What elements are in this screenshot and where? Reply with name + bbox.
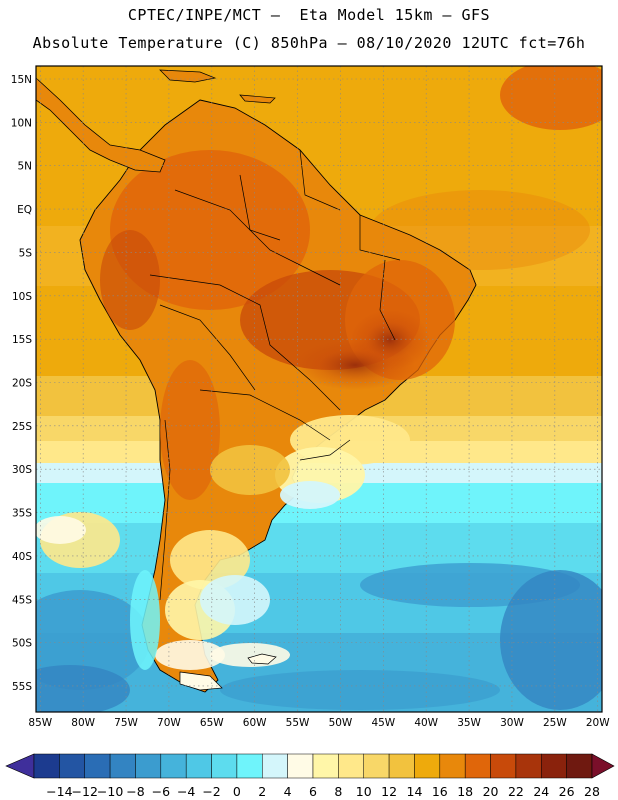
colorbar-label: 10 <box>356 784 372 799</box>
colorbar-swatch <box>185 753 212 779</box>
colorbar-label: 20 <box>483 784 499 799</box>
colorbar-swatch <box>211 753 238 779</box>
colorbar-label: −8 <box>126 784 144 799</box>
colorbar-swatch <box>439 753 466 779</box>
colorbar-label: 22 <box>508 784 524 799</box>
colorbar-swatch <box>84 753 111 779</box>
colorbar-label: −6 <box>152 784 170 799</box>
colorbar-label: 26 <box>559 784 575 799</box>
latitude-label: 15N <box>11 74 32 86</box>
colorbar-swatch <box>236 753 263 779</box>
colorbar-overflow-triangle <box>591 753 615 779</box>
colorbar-label: −4 <box>177 784 195 799</box>
colorbar-swatch <box>160 753 187 779</box>
longitude-label: 55W <box>286 717 310 729</box>
longitude-label: 60W <box>243 717 267 729</box>
latitude-label: 25S <box>12 421 32 433</box>
colorbar-swatch <box>59 753 85 779</box>
map-subtitle: Absolute Temperature (C) 850hPa – 08/10/… <box>32 34 586 52</box>
longitude-label: 65W <box>200 717 224 729</box>
longitude-label: 20W <box>586 717 610 729</box>
longitude-label: 70W <box>157 717 181 729</box>
colorbar-label: 12 <box>381 784 397 799</box>
colorbar-label: −14 <box>46 784 72 799</box>
latitude-label: 15S <box>12 334 32 346</box>
latitude-label: 20S <box>12 377 32 389</box>
longitude-labels: 85W 80W 75W 70W 65W 60W 55W 50W 45W 40W 35W 30W 25W 2… <box>28 717 610 729</box>
colorbar-swatch <box>464 753 491 779</box>
longitude-label: 50W <box>329 717 353 729</box>
longitude-label: 30W <box>500 717 524 729</box>
latitude-label: 5N <box>17 161 32 173</box>
colorbar-label: 4 <box>284 784 292 799</box>
colorbar-swatch <box>414 753 441 779</box>
colorbar-label: 24 <box>533 784 549 799</box>
latitude-labels: 15N 10N 5N EQ 5S 10S 15S 20S 25S 30S 35S 40S 45S 50S 5… <box>11 74 33 693</box>
colorbar-label: 16 <box>432 784 448 799</box>
latitude-label: 45S <box>12 594 32 606</box>
colorbar-underflow-triangle <box>5 753 35 779</box>
colorbar-swatch <box>490 753 517 779</box>
longitude-label: 75W <box>114 717 138 729</box>
central-america-land <box>36 77 166 173</box>
latitude-label: 10N <box>11 117 32 129</box>
latitude-label: 35S <box>12 508 32 520</box>
colorbar-swatch <box>33 753 60 779</box>
colorbar-swatch <box>109 753 136 779</box>
latitude-label: 30S <box>12 464 32 476</box>
colorbar-label: 18 <box>457 784 473 799</box>
longitude-label: 35W <box>457 717 481 729</box>
colorbar-label: 6 <box>309 784 317 799</box>
longitude-label: 25W <box>543 717 567 729</box>
colorbar: −14−12−10 −8 −6 −4 −2 0 2 4 6 8 10 12 14 16 18 20 22 24 26… <box>5 753 615 799</box>
colorbar-swatch <box>262 753 288 779</box>
longitude-label: 85W <box>28 717 52 729</box>
colorbar-swatch <box>363 753 390 779</box>
colorbar-label: 28 <box>584 784 600 799</box>
colorbar-label: −2 <box>202 784 220 799</box>
map-title: CPTEC/INPE/MCT – Eta Model 15km – GFS <box>127 6 491 24</box>
colorbar-label: 0 <box>233 784 241 799</box>
latitude-label: 50S <box>12 638 32 650</box>
longitude-label: 45W <box>371 717 395 729</box>
latitude-label: 10S <box>12 291 32 303</box>
latitude-label: EQ <box>17 204 32 216</box>
colorbar-label: −10 <box>97 784 123 799</box>
temperature-field <box>36 66 602 712</box>
colorbar-label: −12 <box>72 784 98 799</box>
map-frame <box>35 65 603 713</box>
latitude-label: 40S <box>12 551 32 563</box>
colorbar-swatch <box>312 753 339 779</box>
colorbar-swatch <box>566 753 593 779</box>
latitude-label: 5S <box>19 247 33 259</box>
colorbar-swatch <box>135 753 162 779</box>
colorbar-swatch <box>388 753 415 779</box>
colorbar-label: 8 <box>334 784 342 799</box>
colorbar-swatch <box>541 753 567 779</box>
longitude-label: 80W <box>71 717 95 729</box>
colorbar-label: 14 <box>407 784 423 799</box>
latitude-label: 55S <box>12 681 32 693</box>
colorbar-swatch <box>338 753 364 779</box>
colorbar-swatch <box>515 753 542 779</box>
longitude-label: 40W <box>414 717 438 729</box>
colorbar-swatch <box>287 753 314 779</box>
colorbar-label: 2 <box>258 784 266 799</box>
